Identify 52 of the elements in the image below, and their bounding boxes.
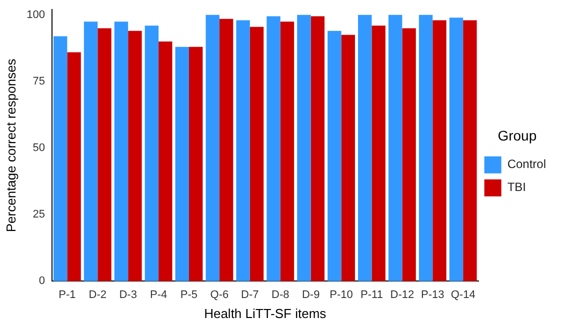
bar	[432, 20, 446, 282]
bar	[144, 26, 159, 282]
y-tick-label: 0	[38, 275, 45, 288]
x-tick-label: D-8	[271, 288, 290, 301]
bar	[297, 14, 311, 282]
bar	[388, 14, 402, 282]
y-tick-label: 50	[32, 142, 45, 154]
x-tick-label: P-10	[330, 288, 353, 301]
x-tick-label: P-5	[180, 288, 198, 301]
bar	[114, 22, 128, 282]
bar	[128, 30, 142, 282]
x-tick-label: D-9	[302, 288, 320, 301]
x-tick-label: P-4	[150, 288, 168, 301]
bar	[372, 26, 386, 282]
bar	[98, 28, 112, 282]
bar	[236, 20, 250, 282]
x-tick-label: P-11	[360, 288, 383, 301]
bar	[418, 14, 433, 282]
bar	[358, 14, 372, 282]
y-tick-label: 25	[32, 208, 45, 221]
bar	[266, 16, 280, 282]
y-axis-title: Percentage correct responses	[3, 58, 18, 232]
x-tick-label: D-7	[241, 288, 259, 301]
bar	[53, 36, 68, 282]
x-tick-label: Q-6	[210, 288, 229, 301]
x-tick-label: D-12	[390, 288, 414, 301]
bar	[84, 22, 98, 282]
y-tick-label: 75	[32, 76, 45, 88]
bar	[67, 52, 81, 282]
x-tick-label: Q-14	[450, 288, 476, 301]
bar	[463, 20, 477, 282]
bar	[341, 34, 355, 282]
x-tick-label: D-2	[88, 288, 106, 301]
bar	[250, 26, 264, 282]
bar	[310, 16, 325, 282]
bar	[189, 46, 203, 282]
bar	[328, 30, 342, 282]
legend-title: Group	[498, 127, 537, 144]
y-tick-label: 100	[26, 8, 45, 21]
bar	[158, 42, 172, 282]
x-tick-label: P-1	[58, 288, 76, 301]
legend-label: TBI	[507, 180, 526, 194]
legend-label: Control	[507, 157, 546, 172]
bar	[280, 22, 294, 282]
x-tick-label: P-13	[421, 288, 444, 301]
bar	[449, 18, 464, 282]
bar	[206, 14, 220, 282]
bar	[219, 18, 234, 282]
x-tick-label: D-3	[119, 288, 137, 301]
bar	[402, 28, 416, 282]
x-axis-title: Health LiTT-SF items	[204, 306, 327, 321]
bar	[175, 46, 189, 282]
